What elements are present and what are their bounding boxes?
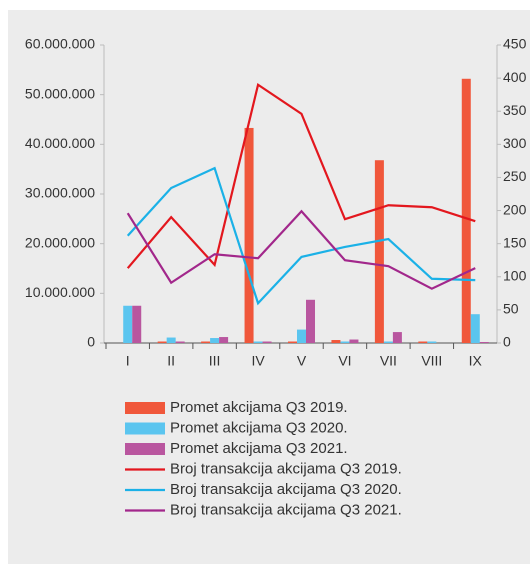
bar — [470, 314, 480, 343]
bar — [219, 337, 229, 343]
legend-label: Broj transakcija akcijama Q3 2019. — [170, 460, 402, 477]
bar — [123, 305, 133, 343]
y-tick-label: 0 — [87, 334, 95, 350]
bar — [418, 341, 428, 343]
y2-tick-label: 0 — [503, 334, 511, 350]
bar — [306, 299, 315, 343]
x-tick-label: VIII — [421, 353, 442, 369]
y2-tick-label: 200 — [503, 201, 527, 217]
x-tick-label: IX — [469, 353, 483, 369]
x-tick-label: II — [167, 353, 175, 369]
bar — [166, 337, 176, 343]
bar — [253, 341, 263, 343]
bar — [461, 78, 471, 344]
legend-label: Broj transakcija akcijama Q3 2020. — [170, 481, 402, 498]
line — [126, 209, 476, 290]
legend-swatch — [125, 402, 165, 414]
bar — [331, 340, 341, 343]
bar — [175, 341, 185, 343]
bar — [349, 339, 359, 343]
bar — [132, 305, 142, 343]
y-tick-label: 30.000.000 — [25, 185, 95, 201]
y-tick-label: 20.000.000 — [25, 234, 95, 250]
bar — [427, 341, 437, 343]
legend-label: Broj transakcija akcijama Q3 2021. — [170, 501, 402, 518]
y2-tick-label: 450 — [503, 36, 527, 52]
background — [8, 10, 530, 564]
bar — [383, 341, 393, 343]
bar — [210, 338, 220, 343]
bar — [479, 342, 489, 343]
legend-swatch — [125, 422, 165, 435]
bar — [297, 329, 306, 343]
legend-label: Promet akcijama Q3 2019. — [170, 399, 348, 416]
y2-tick-label: 100 — [503, 267, 527, 283]
line — [126, 166, 476, 306]
y2-tick-label: 350 — [503, 102, 527, 118]
legend-label: Promet akcijama Q3 2020. — [170, 419, 348, 436]
x-tick-label: V — [297, 353, 307, 369]
bar — [157, 341, 167, 343]
bar — [288, 341, 297, 343]
x-tick-label: VI — [338, 353, 351, 369]
y2-tick-label: 250 — [503, 168, 527, 184]
bar — [201, 341, 211, 343]
legend-label: Promet akcijama Q3 2021. — [170, 440, 348, 457]
x-tick-label: I — [126, 353, 130, 369]
y-tick-label: 10.000.000 — [25, 284, 95, 300]
x-tick-label: III — [209, 353, 221, 369]
y-tick-label: 50.000.000 — [25, 85, 95, 101]
line — [126, 82, 476, 269]
y2-tick-label: 50 — [503, 301, 519, 317]
y2-tick-label: 400 — [503, 69, 527, 85]
y-tick-label: 60.000.000 — [25, 36, 95, 52]
legend-swatch — [125, 443, 165, 455]
bar — [244, 127, 254, 344]
x-tick-label: VII — [380, 353, 397, 369]
y2-tick-label: 300 — [503, 135, 527, 151]
y-tick-label: 40.000.000 — [25, 135, 95, 151]
bar — [262, 341, 272, 343]
y2-tick-label: 150 — [503, 234, 527, 250]
bar — [340, 341, 350, 343]
x-tick-label: IV — [251, 353, 265, 369]
bar — [374, 160, 384, 343]
bar — [392, 332, 402, 343]
